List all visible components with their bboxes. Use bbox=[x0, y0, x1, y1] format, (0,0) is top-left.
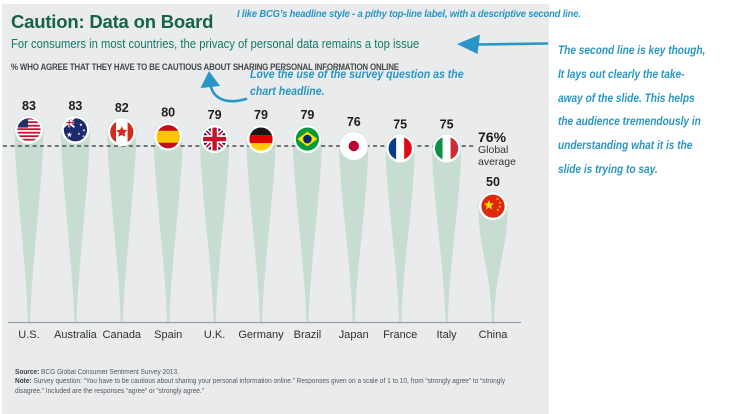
slide-title: Caution: Data on Board bbox=[11, 11, 214, 32]
global-average-value: 76% bbox=[478, 129, 507, 145]
annotation-line: slide is trying to say. bbox=[558, 163, 658, 176]
annotation-line: the audience tremendously in bbox=[558, 116, 701, 129]
source-note: Source: BCG Global Consumer Sentiment Su… bbox=[15, 368, 513, 396]
annotation-line: chart headline. bbox=[250, 84, 325, 98]
annotation-line: understanding what it is the bbox=[558, 140, 693, 153]
annotation-second-line: The second line is key though, It lays o… bbox=[558, 40, 705, 183]
annotation-line: It lays out clearly the take- bbox=[558, 68, 685, 81]
source-label: Source: bbox=[15, 369, 40, 376]
annotation-line: away of the slide. This helps bbox=[558, 92, 695, 105]
global-average-caption: Global bbox=[478, 144, 509, 156]
global-average-caption: average bbox=[478, 155, 516, 168]
annotation-line: The second line is key though, bbox=[558, 45, 706, 57]
annotation-headline-style: I like BCG’s headline style - a pithy to… bbox=[237, 8, 581, 20]
annotation-survey-question: Love the use of the survey question as t… bbox=[250, 66, 464, 100]
source-text: BCG Global Consumer Sentiment Survey 201… bbox=[39, 369, 179, 376]
global-average-label: 76% Global average bbox=[478, 130, 516, 168]
chart-headline: % WHO AGREE THAT THEY HAVE TO BE CAUTIOU… bbox=[11, 62, 399, 72]
annotation-line: Love the use of the survey question as t… bbox=[250, 67, 464, 81]
note-label: Note: bbox=[15, 378, 32, 386]
slide-subtitle: For consumers in most countries, the pri… bbox=[11, 37, 420, 51]
note-text: Survey question: “You have to be cautiou… bbox=[15, 378, 506, 395]
